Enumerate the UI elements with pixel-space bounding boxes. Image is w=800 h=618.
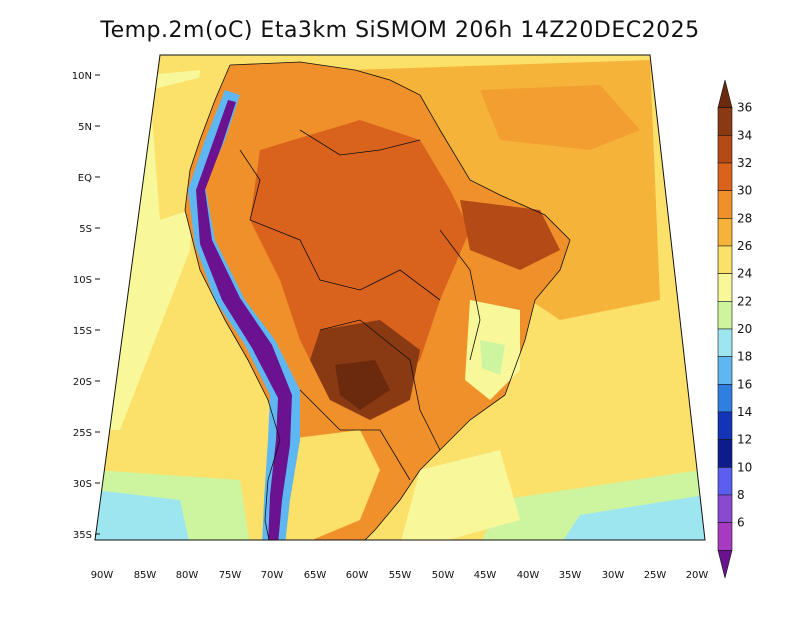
lat-label: 15S [73,326,92,337]
lon-label: 60W [346,570,369,581]
land-max-temp [335,360,390,410]
lon-label: 85W [134,570,157,581]
colorbar-swatch [717,328,733,357]
colorbar-swatch [717,356,733,385]
lon-label: 40W [517,570,540,581]
colorbar-label: 6 [737,516,745,530]
lon-label: 35W [559,570,582,581]
lon-label: 55W [389,570,412,581]
temperature-field [95,55,705,540]
lon-label: 20W [686,570,709,581]
colorbar-swatch [717,162,733,191]
colorbar-swatch [717,107,733,136]
lat-label: 30S [73,479,92,490]
colorbar-swatch [717,245,733,274]
colorbar-label: 26 [737,239,752,253]
colorbar-bottom-arrow [717,550,733,579]
colorbar-swatch [717,522,733,551]
colorbar-swatch [717,218,733,247]
colorbar-swatch [717,301,733,330]
land-hot-northeast [460,200,560,270]
lon-label: 65W [304,570,327,581]
colorbar-label: 22 [737,294,752,308]
lon-label: 80W [176,570,199,581]
map-outline [94,54,706,541]
ocean-rio-plata [400,450,520,540]
colorbar-label: 16 [737,377,752,391]
map-title: Temp.2m(oC) Eta3km SiSMOM 206h 14Z20DEC2… [100,18,700,43]
colorbar: 36 34 32 30 28 26 24 22 20 18 16 14 12 10 8 6 [717,79,752,579]
land-hot-interior [250,120,470,400]
lon-label: 75W [219,570,242,581]
colorbar-swatch [717,494,733,523]
lat-label: 35S [73,530,92,541]
country-borders [184,61,571,540]
colorbar-swatch [717,467,733,496]
lat-label: 5N [78,122,92,133]
lon-label: 70W [261,570,284,581]
colorbar-label: 36 [737,101,752,115]
lat-label: 20S [73,377,92,388]
colorbar-label: 34 [737,128,752,142]
ocean-sa-cold [560,495,705,540]
lat-label: 10S [73,275,92,286]
colorbar-label: 10 [737,460,752,474]
lat-label: 25S [73,428,92,439]
colorbar-label: 30 [737,184,752,198]
land-southern-cone [270,430,380,540]
longitude-axis: 90W 85W 80W 75W 70W 65W 60W 55W 50W 45W … [91,570,709,581]
lat-label: 5S [79,224,92,235]
lon-label: 25W [644,570,667,581]
lon-label: 30W [602,570,625,581]
colorbar-swatch [717,190,733,219]
colorbar-label: 20 [737,322,752,336]
colorbar-label: 18 [737,350,752,364]
colorbar-label: 12 [737,433,752,447]
colorbar-label: 24 [737,267,752,281]
lon-label: 50W [432,570,455,581]
colorbar-swatch [717,411,733,440]
lat-label: 10N [72,71,92,82]
colorbar-label: 8 [737,488,745,502]
colorbar-label: 14 [737,405,752,419]
colorbar-swatch [717,273,733,302]
ocean-hot-patch [480,85,640,150]
lon-label: 90W [91,570,114,581]
colorbar-swatch [717,439,733,468]
colorbar-swatch [717,135,733,164]
land-cooler-highlands [480,340,505,375]
latitude-axis: 10N 5N EQ 5S 10S 15S 20S 25S 30S 35S [72,71,100,541]
lon-label: 45W [474,570,497,581]
ocean-south-cold [95,490,190,540]
colorbar-label: 28 [737,211,752,225]
colorbar-label: 32 [737,156,752,170]
colorbar-top-arrow [717,79,733,108]
lat-label: EQ [78,173,92,184]
andes-cold-core [196,100,292,540]
colorbar-swatch [717,384,733,413]
